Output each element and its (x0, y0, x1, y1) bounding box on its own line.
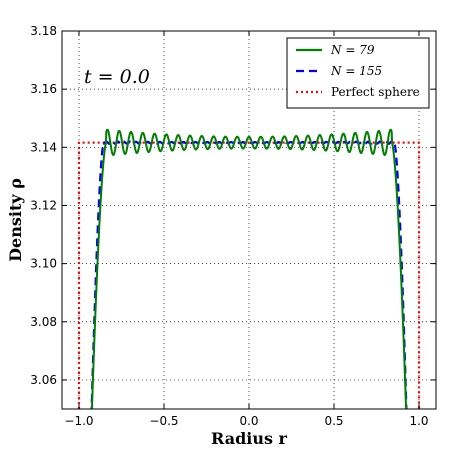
y-tick-label: 3.14 (30, 140, 57, 154)
y-tick-label: 3.08 (30, 315, 57, 329)
y-axis-label: Density ρ (6, 178, 25, 262)
x-tick-label: 0.5 (324, 414, 343, 428)
legend: N = 79 N = 155 Perfect sphere (287, 38, 429, 108)
y-tick-label: 3.10 (30, 257, 57, 271)
x-tick-label: 1.0 (409, 414, 428, 428)
x-tick-label: −0.5 (149, 414, 178, 428)
annotation-time: t = 0.0 (84, 66, 150, 88)
x-tick-label: −1.0 (64, 414, 93, 428)
y-tick-label: 3.06 (30, 373, 57, 387)
legend-entry-label: Perfect sphere (331, 85, 420, 99)
legend-entry-label: N = 155 (330, 64, 382, 78)
legend-entry-label: N = 79 (330, 43, 375, 57)
x-tick-label: 0.0 (239, 414, 258, 428)
y-tick-label: 3.18 (30, 24, 57, 38)
x-axis-label: Radius r (211, 429, 288, 448)
y-tick-label: 3.16 (30, 82, 57, 96)
y-tick-label: 3.12 (30, 198, 57, 212)
